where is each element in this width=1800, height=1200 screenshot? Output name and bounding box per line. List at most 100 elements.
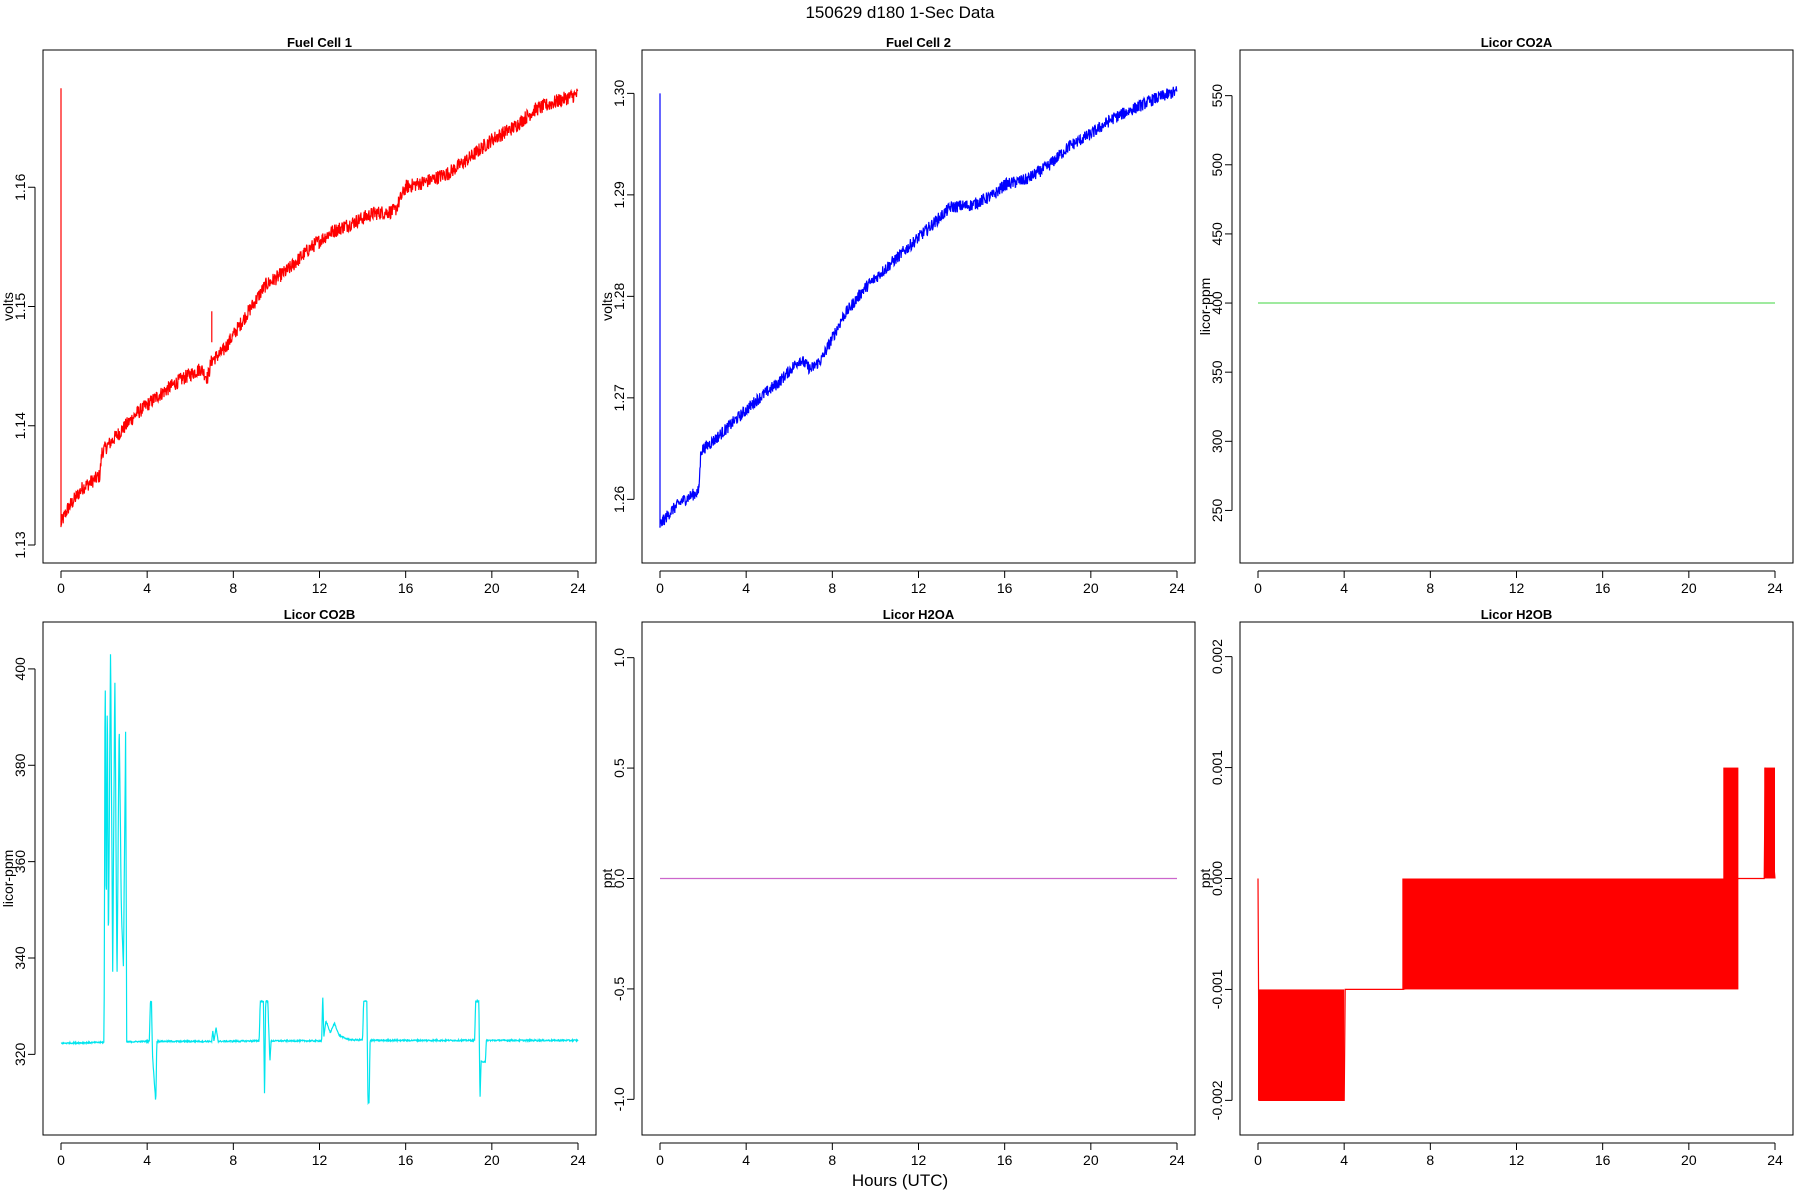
chart-panel-5: Licor H2OA ppt 0 4 8 12 16 20 24 -1.0 -0.5 0.0 0.5 1.… <box>599 607 1196 1168</box>
y-tick-label: 1.27 <box>611 384 627 411</box>
x-tick-label: 4 <box>1340 580 1348 596</box>
figure-title: 150629 d180 1-Sec Data <box>805 3 995 22</box>
plot-frame <box>1239 621 1794 1136</box>
y-tick-label: 1.26 <box>611 485 627 512</box>
y-tick-label: -0.5 <box>611 977 627 1001</box>
x-tick-label: 16 <box>398 1152 414 1168</box>
chart-panel-1: Fuel Cell 1 volts 0 4 8 12 16 20 24 1.13 1.14 1.15 1… <box>0 35 597 596</box>
x-tick-label: 20 <box>1083 580 1099 596</box>
x-tick-label: 0 <box>1254 1152 1262 1168</box>
y-tick-label: -1.0 <box>611 1087 627 1111</box>
figure-x-axis-label: Hours (UTC) <box>852 1171 948 1190</box>
y-axis-label: ppt <box>1197 869 1213 889</box>
series-line-1 <box>659 86 1178 528</box>
y-tick-label: 340 <box>12 946 28 970</box>
y-tick-label: 1.29 <box>611 181 627 208</box>
plot-frame <box>42 621 597 1136</box>
y-tick-label: 300 <box>1209 429 1225 453</box>
y-tick-label: -0.002 <box>1209 1080 1225 1120</box>
y-tick-label: 1.15 <box>12 293 28 320</box>
chart-panel-3: Licor CO2A licor-ppm 0 4 8 12 16 20 24 250 300 350 4… <box>1197 35 1794 596</box>
x-tick-label: 0 <box>57 1152 65 1168</box>
x-tick-label: 8 <box>828 1152 836 1168</box>
x-tick-label: 24 <box>570 580 586 596</box>
x-tick-label: 24 <box>1767 580 1783 596</box>
chart-panel-6: Licor H2OB ppt 0 4 8 12 16 20 24 -0.002 -0.001 0.00… <box>1197 607 1794 1168</box>
x-tick-label: 12 <box>1509 580 1525 596</box>
data-block <box>1723 767 1739 879</box>
y-tick-label: 1.30 <box>611 80 627 107</box>
y-tick-label: 500 <box>1209 153 1225 177</box>
panel-title: Licor CO2A <box>1481 35 1553 50</box>
x-tick-label: 20 <box>1083 1152 1099 1168</box>
y-tick-label: -0.001 <box>1209 969 1225 1009</box>
x-tick-label: 16 <box>398 580 414 596</box>
x-tick-label: 8 <box>229 1152 237 1168</box>
x-tick-label: 16 <box>997 1152 1013 1168</box>
y-tick-label: 0.002 <box>1209 639 1225 674</box>
x-tick-label: 0 <box>1254 580 1262 596</box>
x-tick-label: 24 <box>1169 580 1185 596</box>
y-tick-label: 0.001 <box>1209 750 1225 785</box>
y-tick-label: 0.0 <box>611 869 627 889</box>
x-tick-label: 0 <box>57 580 65 596</box>
plot-frame <box>641 49 1196 564</box>
x-tick-label: 8 <box>229 580 237 596</box>
data-block <box>1258 989 1345 1101</box>
y-tick-label: 0.000 <box>1209 861 1225 896</box>
x-tick-label: 20 <box>484 580 500 596</box>
x-tick-label: 16 <box>1595 580 1611 596</box>
y-tick-label: 320 <box>12 1042 28 1066</box>
x-tick-label: 24 <box>1767 1152 1783 1168</box>
x-tick-label: 4 <box>1340 1152 1348 1168</box>
y-tick-label: 1.16 <box>12 173 28 200</box>
y-tick-label: 360 <box>12 850 28 874</box>
panel-title: Licor H2OB <box>1481 607 1553 622</box>
series-line-1 <box>1257 767 1776 1102</box>
panel-title: Fuel Cell 1 <box>287 35 352 50</box>
x-tick-label: 20 <box>484 1152 500 1168</box>
x-tick-label: 16 <box>1595 1152 1611 1168</box>
x-tick-label: 8 <box>1426 580 1434 596</box>
y-axis-label: volts <box>599 292 615 321</box>
plot-frame <box>641 621 1196 1136</box>
y-tick-label: 0.5 <box>611 758 627 778</box>
y-tick-label: 400 <box>1209 291 1225 315</box>
x-tick-label: 12 <box>911 1152 927 1168</box>
y-tick-label: 450 <box>1209 222 1225 246</box>
plot-frame <box>1239 49 1794 564</box>
x-tick-label: 20 <box>1681 1152 1697 1168</box>
x-tick-label: 12 <box>1509 1152 1525 1168</box>
y-tick-label: 550 <box>1209 84 1225 108</box>
x-tick-label: 12 <box>911 580 927 596</box>
y-axis-label: volts <box>0 292 16 321</box>
x-tick-label: 24 <box>1169 1152 1185 1168</box>
y-tick-label: 1.0 <box>611 648 627 668</box>
plot-frame <box>42 49 597 564</box>
chart-panel-4: Licor CO2B licor-ppm 0 4 8 12 16 20 24 320 340 360 3… <box>0 607 597 1168</box>
y-axis-label: licor-ppm <box>0 850 16 908</box>
y-tick-label: 1.28 <box>611 283 627 310</box>
chart-panel-2: Fuel Cell 2 volts 0 4 8 12 16 20 24 1.26 1.27 1.28 1… <box>599 35 1196 596</box>
x-tick-label: 0 <box>656 1152 664 1168</box>
series-line-1 <box>60 88 579 526</box>
y-tick-label: 1.13 <box>12 531 28 558</box>
x-tick-label: 24 <box>570 1152 586 1168</box>
x-tick-label: 0 <box>656 580 664 596</box>
series-line-1 <box>60 654 579 1106</box>
x-tick-label: 8 <box>828 580 836 596</box>
x-tick-label: 16 <box>997 580 1013 596</box>
y-axis-label: licor-ppm <box>1197 278 1213 336</box>
y-tick-label: 380 <box>12 753 28 777</box>
x-tick-label: 4 <box>742 1152 750 1168</box>
y-axis-label: ppt <box>599 869 615 889</box>
x-tick-label: 4 <box>143 580 151 596</box>
x-tick-label: 8 <box>1426 1152 1434 1168</box>
chart-panels: Fuel Cell 1 volts 0 4 8 12 16 20 24 1.13 1.14 1.15 1… <box>0 35 1794 1168</box>
y-tick-label: 1.14 <box>12 412 28 439</box>
y-tick-label: 250 <box>1209 499 1225 523</box>
x-tick-label: 12 <box>312 580 328 596</box>
x-tick-label: 4 <box>742 580 750 596</box>
panel-title: Licor H2OA <box>883 607 955 622</box>
